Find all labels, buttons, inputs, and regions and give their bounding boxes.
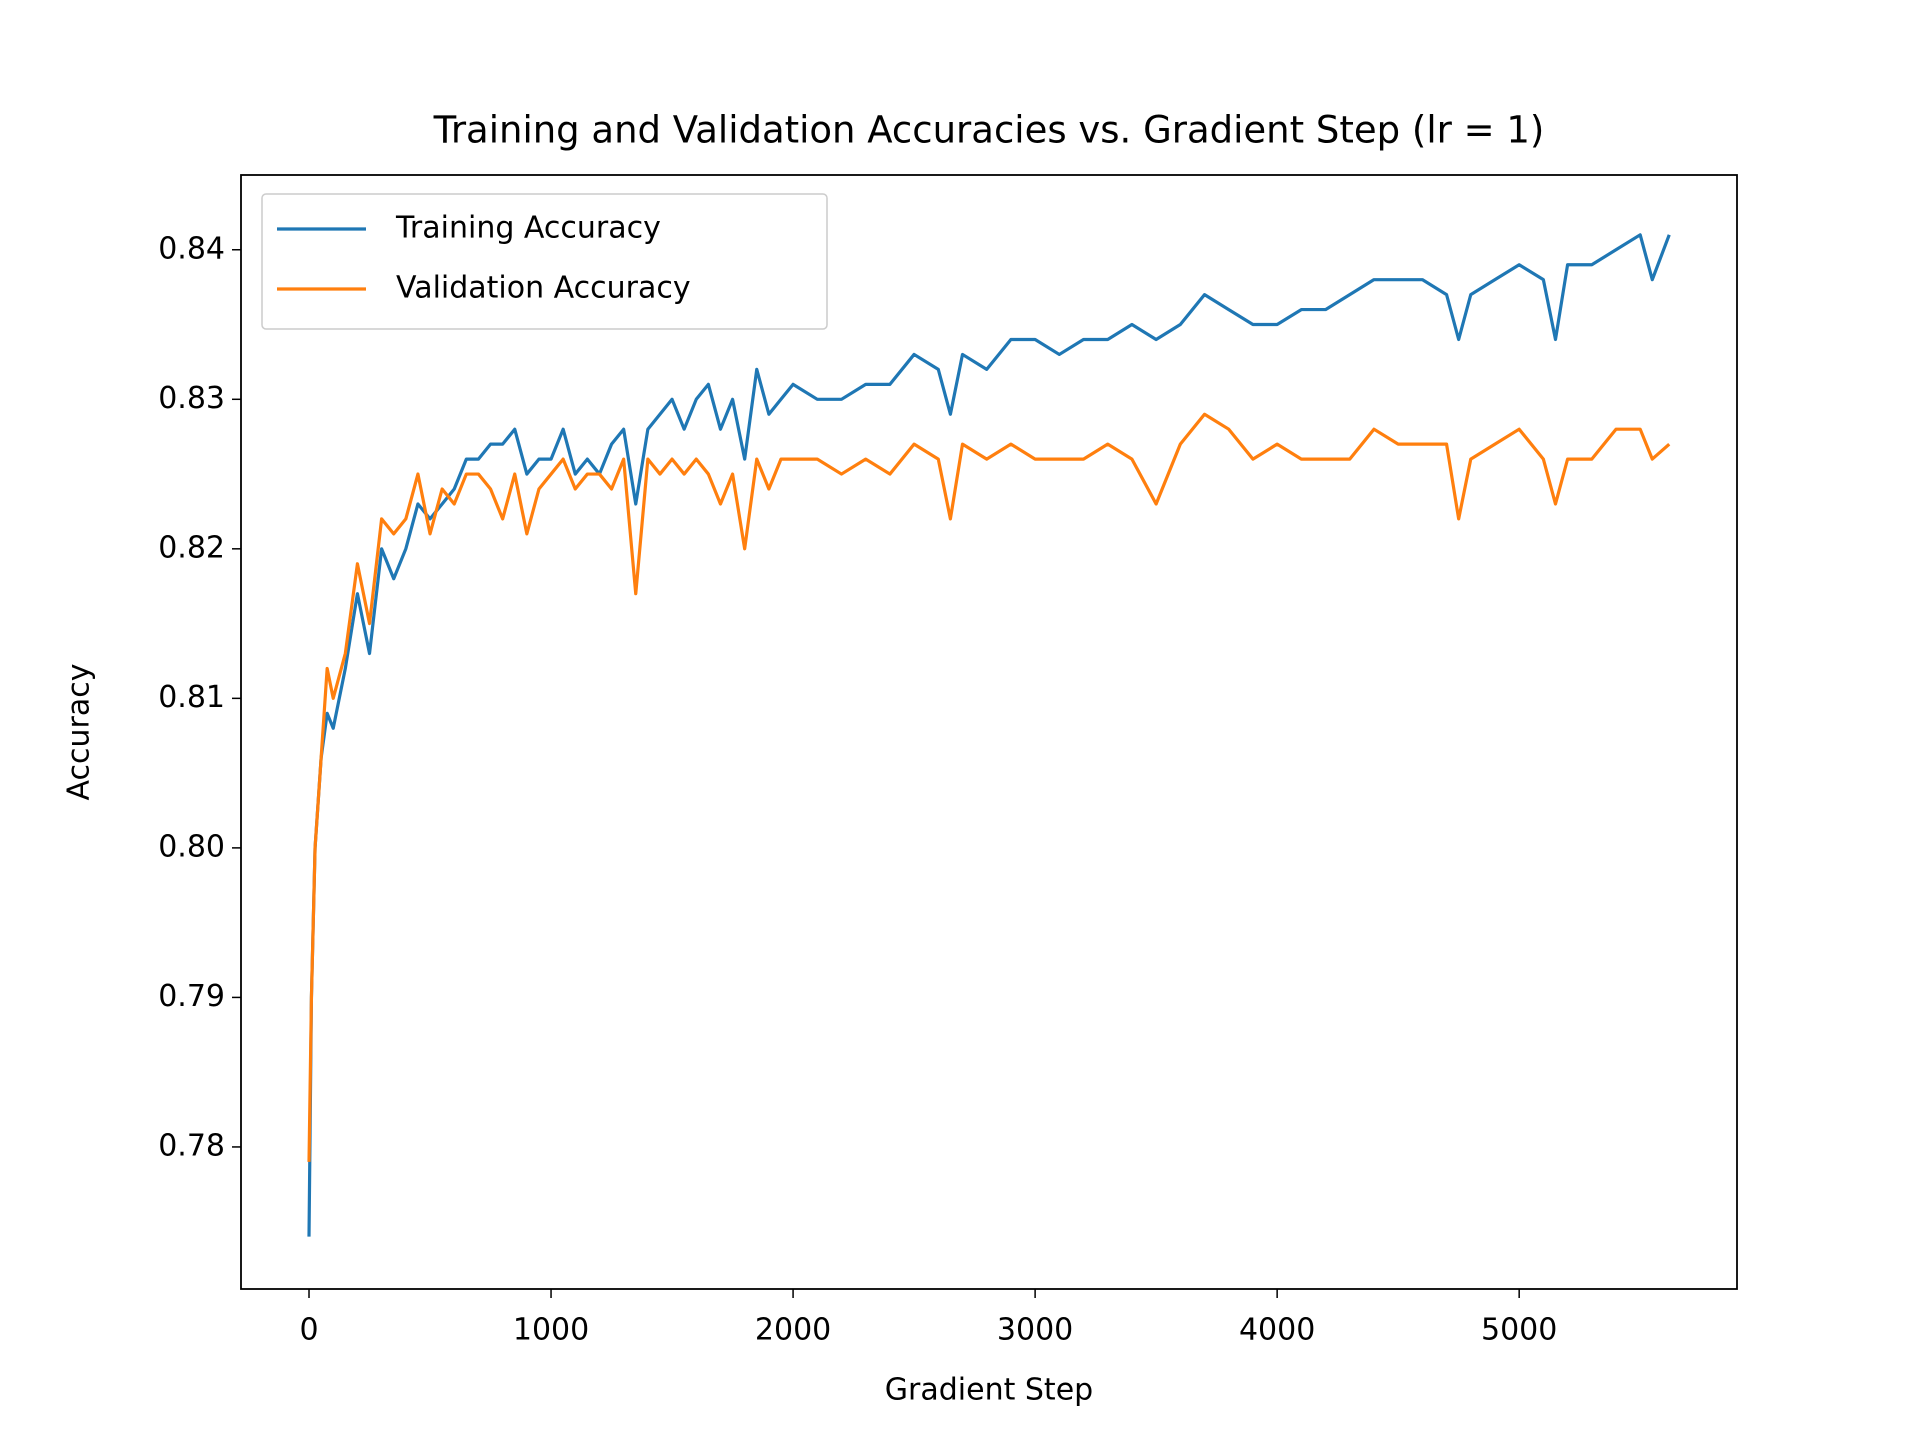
y-tick-label: 0.80: [158, 829, 225, 864]
series-line: [307, 233, 1671, 1237]
x-tick-label: 3000: [997, 1313, 1073, 1348]
x-tick-label: 5000: [1481, 1313, 1557, 1348]
y-tick-label: 0.83: [158, 381, 225, 416]
y-tick-label: 0.81: [158, 680, 225, 715]
series-line: [307, 412, 1671, 1162]
x-tick-label: 4000: [1239, 1313, 1315, 1348]
chart-title: Training and Validation Accuracies vs. G…: [433, 109, 1545, 152]
legend-box: [261, 193, 828, 330]
y-axis-label: Accuracy: [62, 664, 97, 801]
plot-frame: [240, 174, 1738, 1290]
y-tick-label: 0.82: [158, 530, 225, 565]
x-tick-label: 2000: [755, 1313, 831, 1348]
y-tick-label: 0.84: [158, 231, 225, 266]
legend-label: Training Accuracy: [395, 211, 661, 246]
x-tick-label: 1000: [513, 1313, 589, 1348]
y-tick-label: 0.78: [158, 1128, 225, 1163]
legend-label: Validation Accuracy: [396, 271, 691, 306]
x-axis-label: Gradient Step: [885, 1373, 1093, 1408]
x-tick-label: 0: [299, 1313, 318, 1348]
y-tick-label: 0.79: [158, 979, 225, 1014]
